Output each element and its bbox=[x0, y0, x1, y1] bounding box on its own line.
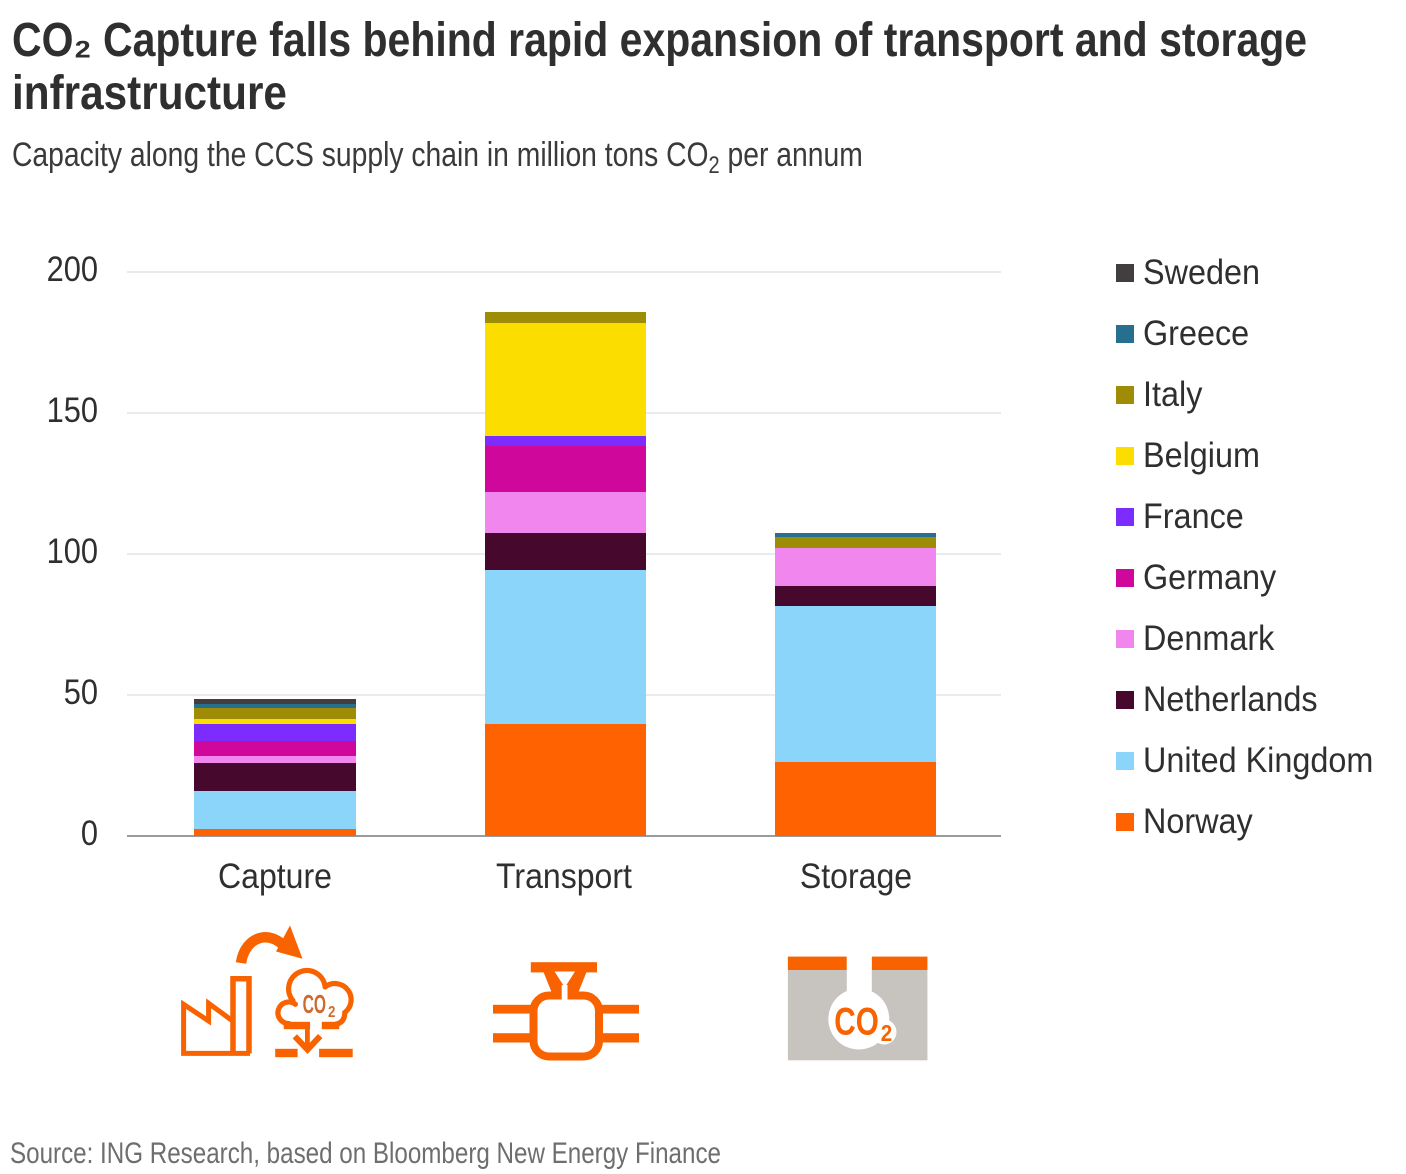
svg-text:CO: CO bbox=[303, 989, 326, 1019]
svg-text:2: 2 bbox=[328, 1004, 335, 1021]
svg-text:2: 2 bbox=[881, 1020, 893, 1046]
svg-text:CO: CO bbox=[834, 1001, 879, 1044]
